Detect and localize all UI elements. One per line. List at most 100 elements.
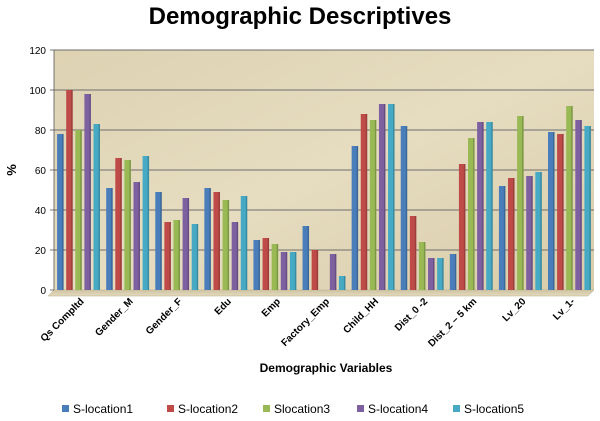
- x-tick-label: Lv_1-: [551, 296, 577, 322]
- bar: [93, 124, 100, 290]
- bar-shade: [138, 182, 140, 290]
- bar-shade: [473, 138, 475, 290]
- bar: [302, 226, 310, 290]
- bar: [142, 156, 150, 290]
- legend-label: S-location5: [464, 402, 524, 416]
- bar-shade: [160, 192, 162, 290]
- bar-shade: [522, 116, 524, 290]
- bar: [535, 172, 542, 290]
- y-tick-label: 120: [29, 46, 46, 57]
- bar: [477, 122, 484, 290]
- bar: [271, 244, 279, 290]
- bar: [191, 224, 199, 290]
- bar: [66, 90, 73, 290]
- legend-label: S-location4: [368, 402, 428, 416]
- bar-shade: [482, 122, 484, 290]
- bar-shade: [316, 250, 319, 290]
- x-tick-label: Dist_0 -2: [393, 296, 431, 334]
- bar-shade: [513, 178, 515, 290]
- y-tick-label: 40: [35, 206, 47, 217]
- bar-shade: [433, 258, 435, 290]
- bar: [526, 176, 533, 290]
- bar-shade: [62, 134, 64, 290]
- bar-shade: [580, 120, 582, 290]
- bar-shade: [80, 130, 82, 290]
- bar-shade: [89, 94, 91, 290]
- bar-shade: [454, 254, 457, 290]
- y-axis-ticks: 0 20 40 60 80 100 120: [29, 46, 54, 297]
- bar-shade: [356, 146, 359, 290]
- bar-shade: [571, 106, 573, 290]
- bar: [253, 240, 260, 290]
- bar-shade: [178, 220, 180, 290]
- bar-shade: [562, 134, 564, 290]
- bar-shade: [218, 192, 220, 290]
- bar-shade: [294, 252, 297, 290]
- bar-shade: [276, 244, 279, 290]
- bar: [369, 120, 377, 290]
- bar: [584, 126, 591, 290]
- bar: [280, 252, 288, 290]
- bar-shade: [71, 90, 73, 290]
- bar: [378, 104, 386, 290]
- bar: [115, 158, 122, 290]
- bar: [486, 122, 493, 290]
- bar-shade: [258, 240, 260, 290]
- x-tick-label: Gender_F: [144, 296, 185, 337]
- legend-label: S-location1: [73, 402, 133, 416]
- y-tick-label: 20: [35, 246, 47, 257]
- bar: [84, 94, 91, 290]
- legend-swatch: [357, 405, 364, 412]
- bar-shade: [147, 156, 150, 290]
- bar: [262, 238, 270, 290]
- bar: [289, 252, 297, 290]
- legend-label: S-location2: [178, 402, 238, 416]
- bar: [428, 258, 435, 290]
- x-tick-label: Dist_2 – 5 km: [426, 296, 479, 349]
- bar-shade: [343, 276, 346, 290]
- x-tick-label: Qs Compltd: [39, 296, 87, 344]
- bar: [360, 114, 368, 290]
- bar: [409, 216, 417, 290]
- legend-swatch: [167, 405, 174, 412]
- y-tick-label: 0: [40, 286, 46, 297]
- bar-shade: [414, 216, 417, 290]
- bar-shade: [491, 122, 493, 290]
- bar: [468, 138, 475, 290]
- bar: [508, 178, 515, 290]
- y-axis-label: %: [4, 164, 19, 176]
- bar: [498, 186, 506, 290]
- bar-shade: [589, 126, 591, 290]
- y-tick-label: 80: [35, 126, 47, 137]
- bar: [133, 182, 140, 290]
- bar-shade: [111, 188, 113, 290]
- x-tick-label: Child_HH: [342, 296, 382, 336]
- x-tick-label: Lv_20: [501, 296, 529, 324]
- bar-shade: [227, 200, 230, 290]
- bar: [75, 130, 82, 290]
- bar: [566, 106, 573, 290]
- bar-shade: [374, 120, 377, 290]
- bar: [124, 160, 131, 290]
- bar: [182, 198, 190, 290]
- bar-shade: [531, 176, 533, 290]
- bar-shade: [129, 160, 131, 290]
- bar-series: [57, 90, 591, 290]
- bar-shade: [334, 254, 337, 290]
- bar-shade: [187, 198, 190, 290]
- bar: [449, 254, 457, 290]
- bar: [155, 192, 162, 290]
- bar: [213, 192, 220, 290]
- legend: S-location1 S-location2 Slocation3 S-locati…: [62, 402, 524, 416]
- bar-shade: [285, 252, 288, 290]
- bar: [57, 134, 64, 290]
- bar-shade: [98, 124, 100, 290]
- bar-shade: [540, 172, 542, 290]
- bar: [548, 132, 555, 290]
- x-tick-label: Emp: [260, 296, 283, 319]
- bar-shade: [365, 114, 368, 290]
- bar-shade: [120, 158, 122, 290]
- bar: [338, 276, 346, 290]
- legend-swatch: [62, 405, 69, 412]
- y-tick-label: 100: [29, 86, 46, 97]
